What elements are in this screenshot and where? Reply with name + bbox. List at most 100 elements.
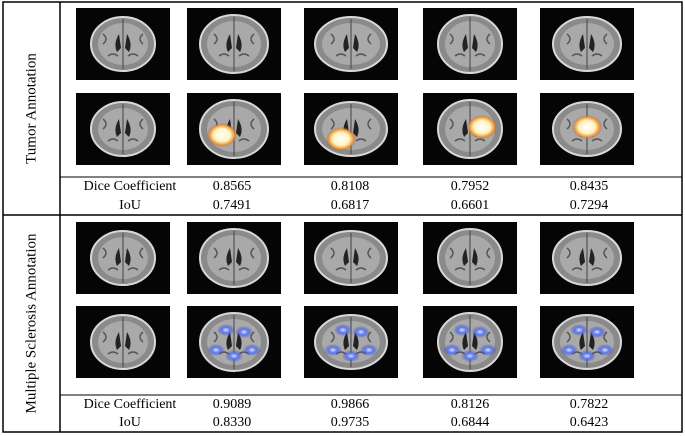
sulci — [330, 33, 372, 57]
ventricles — [579, 248, 595, 266]
metric-value: 0.6423 — [570, 415, 609, 430]
brain-image — [187, 8, 281, 80]
sulci — [102, 118, 144, 142]
metric-value: 0.9735 — [331, 415, 370, 430]
tumor-overlay — [207, 123, 237, 147]
sulci — [213, 33, 255, 57]
sulci — [566, 331, 608, 355]
sulci — [213, 331, 255, 355]
ventricles — [343, 34, 359, 52]
metric-value: 0.6844 — [451, 415, 490, 430]
brain-image — [304, 306, 398, 378]
lesion-overlay — [461, 350, 479, 362]
brain-image — [540, 306, 634, 378]
brain-image — [187, 93, 281, 165]
metric-value: 0.8330 — [213, 415, 252, 430]
ventricles — [115, 248, 131, 266]
metric-value: 0.6601 — [451, 198, 490, 213]
sulci — [330, 118, 372, 142]
brain-image — [76, 8, 170, 80]
lesion-overlay — [235, 326, 253, 338]
lesion-overlay — [360, 344, 378, 356]
sulci — [566, 118, 608, 142]
lesion-overlay — [471, 326, 489, 338]
brain-image — [540, 93, 634, 165]
ventricles — [343, 248, 359, 266]
brain-image — [76, 222, 170, 294]
metric-value: 0.8126 — [451, 397, 490, 412]
brain-image — [423, 222, 517, 294]
sulci — [566, 33, 608, 57]
metric-value: 0.6817 — [331, 198, 370, 213]
brain-image — [76, 306, 170, 378]
metric-name: IoU — [119, 198, 141, 213]
ventricles — [226, 34, 242, 52]
metric-value: 0.7822 — [570, 397, 609, 412]
brain-image — [540, 222, 634, 294]
brain-image — [187, 222, 281, 294]
brain-image — [187, 306, 281, 378]
metric-value: 0.8435 — [570, 179, 609, 194]
sulci — [449, 247, 491, 271]
metric-name: Dice Coefficient — [84, 179, 177, 194]
lesion-overlay — [217, 324, 235, 336]
sulci — [566, 247, 608, 271]
lesion-overlay — [352, 326, 370, 338]
sulci — [102, 331, 144, 355]
ventricles — [115, 34, 131, 52]
lesion-overlay — [225, 350, 243, 362]
brain-image — [423, 306, 517, 378]
metric-value: 0.7952 — [451, 179, 490, 194]
sulci — [213, 247, 255, 271]
ventricles — [115, 332, 131, 350]
ventricles — [226, 332, 242, 350]
sulci — [330, 247, 372, 271]
metric-value: 0.9089 — [213, 397, 252, 412]
sulci — [449, 331, 491, 355]
lesion-overlay — [324, 344, 342, 356]
lesion-overlay — [560, 344, 578, 356]
tumor-overlay — [326, 127, 356, 151]
brain-image — [304, 8, 398, 80]
ventricles — [579, 34, 595, 52]
metric-value: 0.8565 — [213, 179, 252, 194]
tumor-overlay — [572, 115, 602, 139]
ventricles — [115, 119, 131, 137]
ventricles — [579, 332, 595, 350]
metric-value: 0.7294 — [570, 198, 609, 213]
sulci — [449, 33, 491, 57]
lesion-overlay — [443, 344, 461, 356]
metric-value: 0.9866 — [331, 397, 370, 412]
brain-image — [304, 222, 398, 294]
lesion-overlay — [588, 326, 606, 338]
lesion-overlay — [207, 344, 225, 356]
ventricles — [462, 332, 478, 350]
section-label: Multiple Sclerosis Annotation — [23, 233, 39, 413]
tumor-overlay — [467, 115, 497, 139]
sulci — [102, 247, 144, 271]
lesion-overlay — [342, 350, 360, 362]
lesion-overlay — [243, 344, 261, 356]
lesion-overlay — [453, 324, 471, 336]
sulci — [330, 331, 372, 355]
lesion-overlay — [570, 324, 588, 336]
section-label: Tumor Annotation — [23, 53, 39, 164]
lesion-overlay — [479, 344, 497, 356]
ventricles — [462, 248, 478, 266]
metric-name: Dice Coefficient — [84, 397, 177, 412]
brain-image — [540, 8, 634, 80]
sulci — [102, 33, 144, 57]
brain-image — [304, 93, 398, 165]
brain-image — [423, 8, 517, 80]
metric-value: 0.7491 — [213, 198, 252, 213]
ventricles — [343, 332, 359, 350]
lesion-overlay — [596, 344, 614, 356]
lesion-overlay — [334, 324, 352, 336]
metric-value: 0.8108 — [331, 179, 370, 194]
ventricles — [462, 34, 478, 52]
brain-image — [423, 93, 517, 165]
lesion-overlay — [578, 350, 596, 362]
